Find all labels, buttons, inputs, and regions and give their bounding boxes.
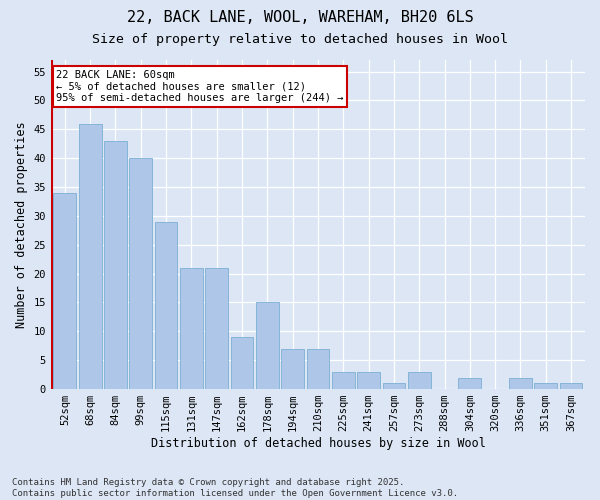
X-axis label: Distribution of detached houses by size in Wool: Distribution of detached houses by size … xyxy=(151,437,485,450)
Y-axis label: Number of detached properties: Number of detached properties xyxy=(15,121,28,328)
Bar xyxy=(205,268,228,389)
Bar xyxy=(307,348,329,389)
Bar xyxy=(357,372,380,389)
Bar xyxy=(281,348,304,389)
Text: 22 BACK LANE: 60sqm
← 5% of detached houses are smaller (12)
95% of semi-detache: 22 BACK LANE: 60sqm ← 5% of detached hou… xyxy=(56,70,344,103)
Bar xyxy=(53,193,76,389)
Bar xyxy=(79,124,101,389)
Bar xyxy=(256,302,279,389)
Bar xyxy=(104,141,127,389)
Text: Contains HM Land Registry data © Crown copyright and database right 2025.
Contai: Contains HM Land Registry data © Crown c… xyxy=(12,478,458,498)
Text: Size of property relative to detached houses in Wool: Size of property relative to detached ho… xyxy=(92,32,508,46)
Bar xyxy=(408,372,431,389)
Bar xyxy=(332,372,355,389)
Text: 22, BACK LANE, WOOL, WAREHAM, BH20 6LS: 22, BACK LANE, WOOL, WAREHAM, BH20 6LS xyxy=(127,10,473,25)
Bar xyxy=(509,378,532,389)
Bar xyxy=(180,268,203,389)
Bar xyxy=(155,222,178,389)
Bar xyxy=(535,384,557,389)
Bar xyxy=(560,384,583,389)
Bar xyxy=(130,158,152,389)
Bar xyxy=(230,337,253,389)
Bar xyxy=(383,384,405,389)
Bar xyxy=(458,378,481,389)
